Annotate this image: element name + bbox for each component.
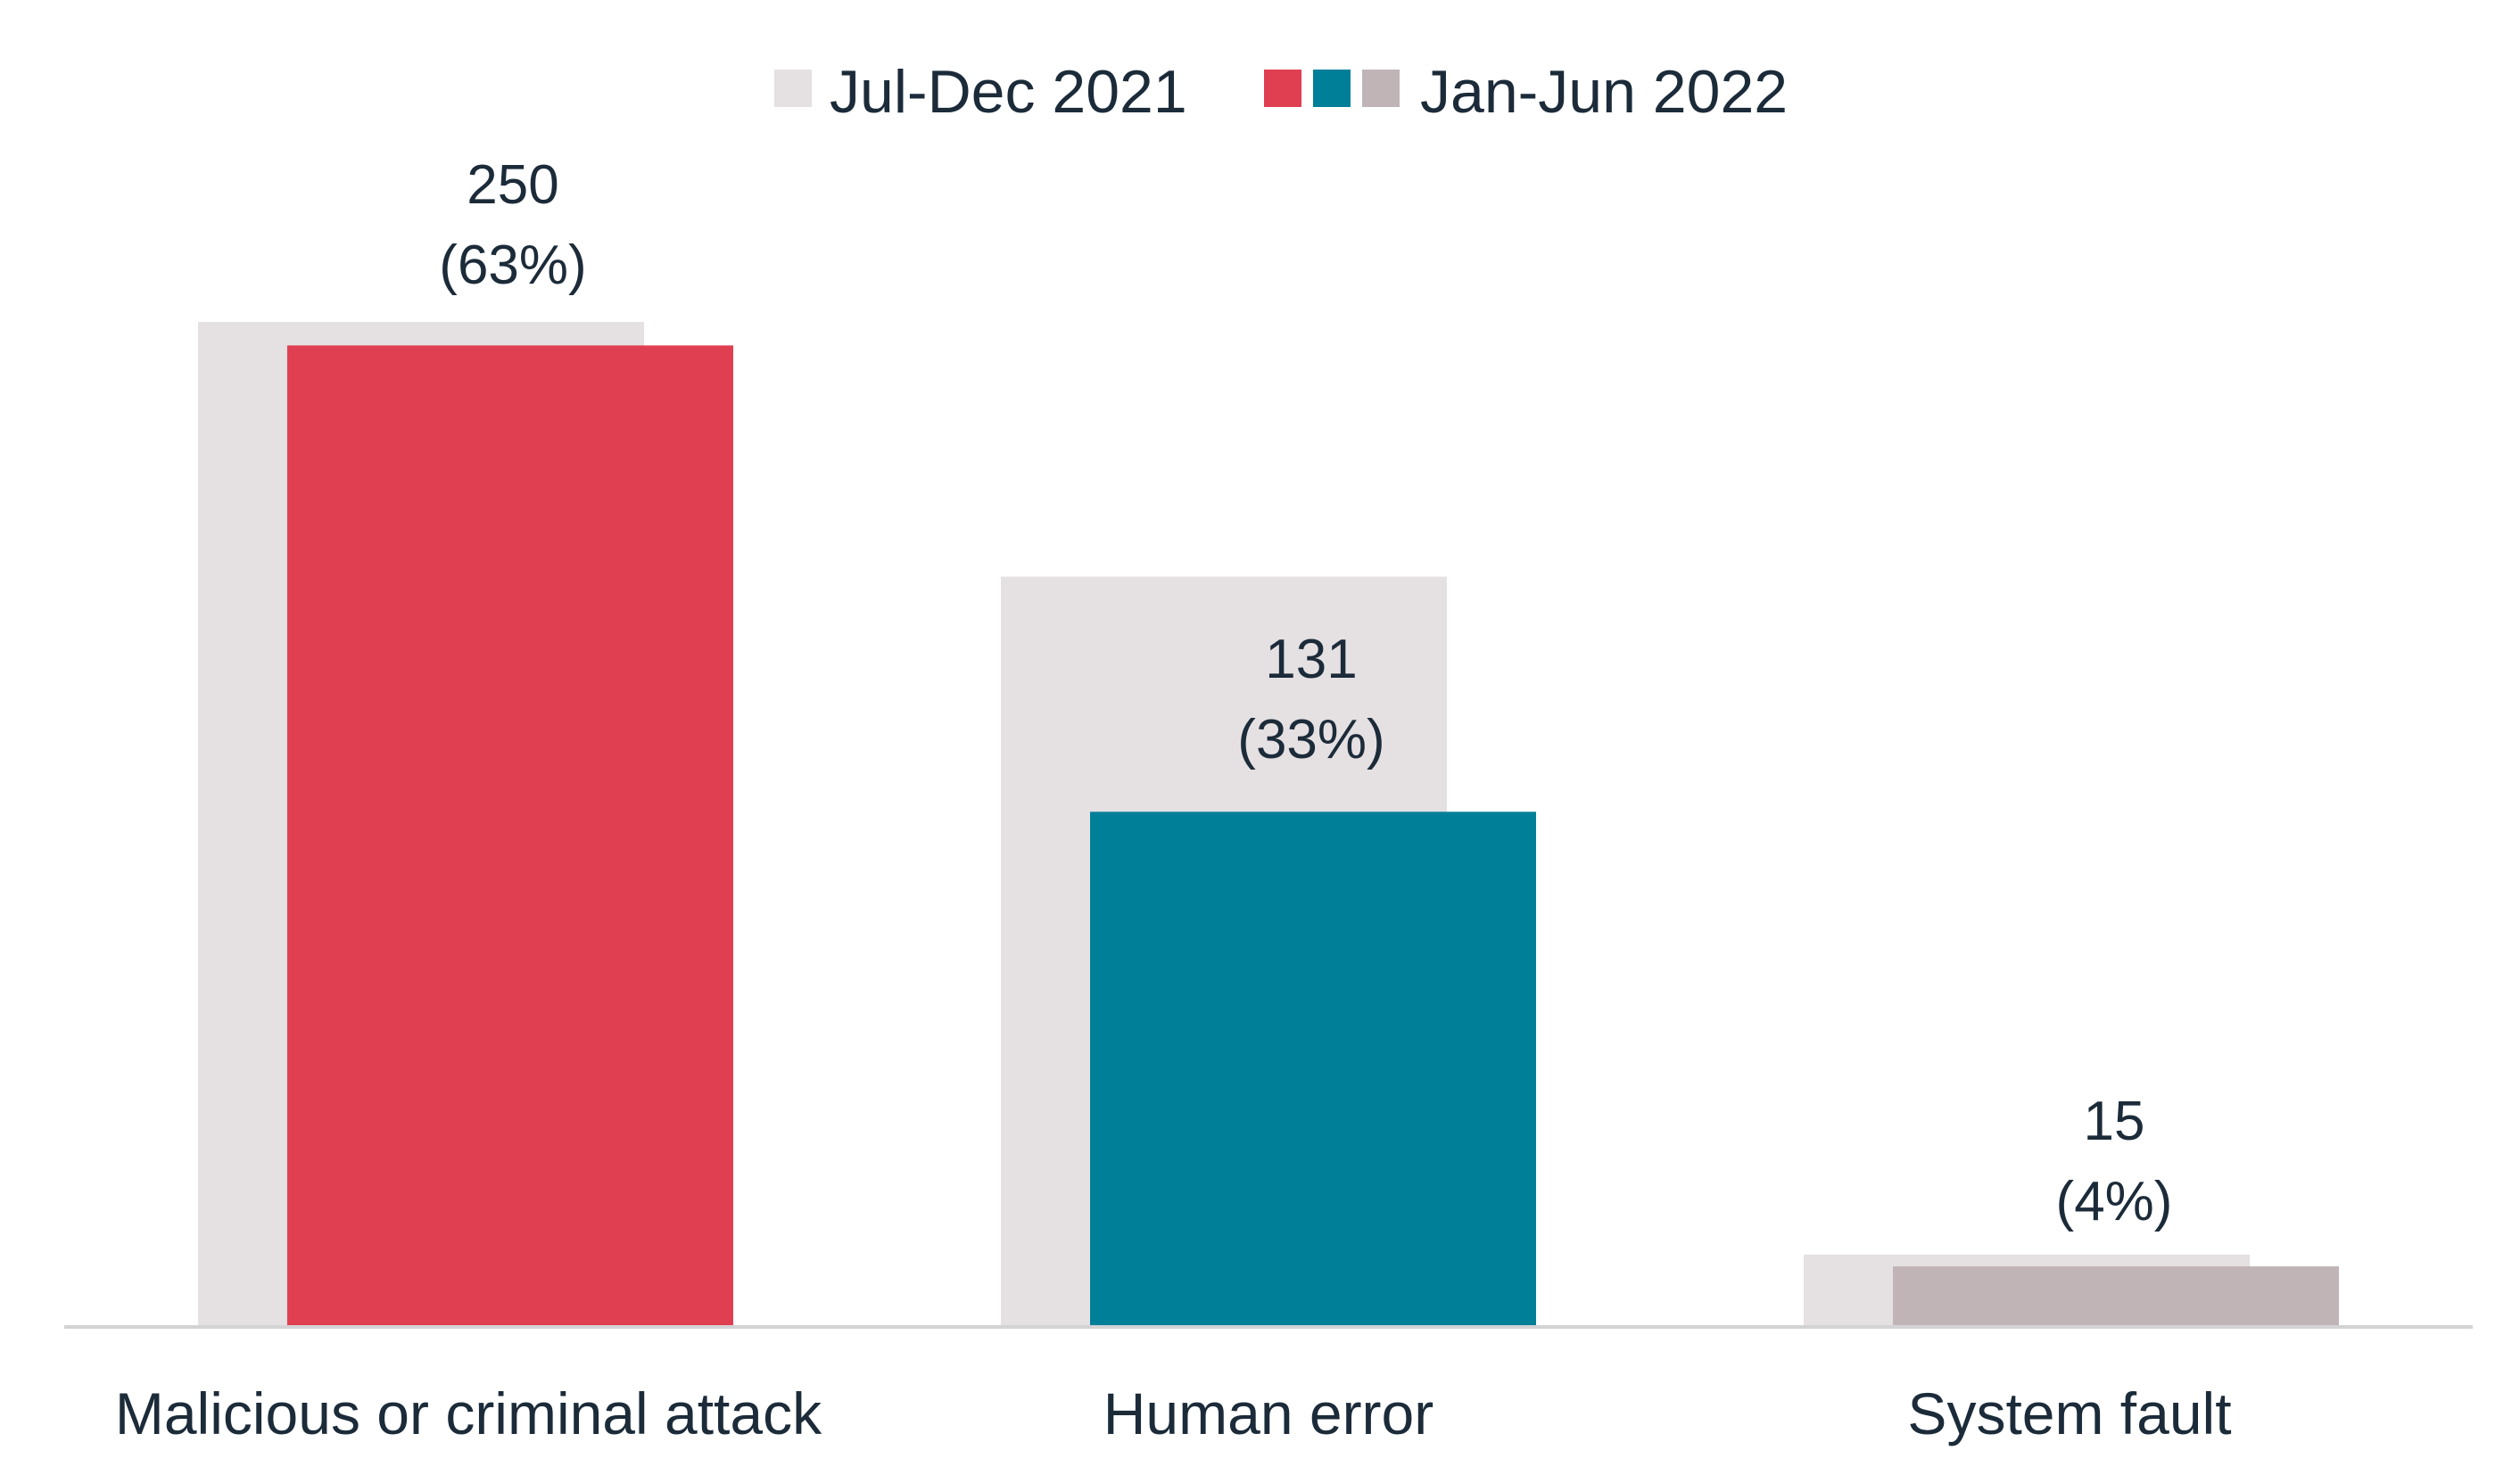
data-label-percent-malicious: (63%)	[439, 235, 586, 296]
legend-swatch-jul-dec-2021	[774, 70, 812, 107]
data-label-value-malicious: 250	[467, 154, 558, 216]
legend-label-jul-dec-2021: Jul-Dec 2021	[830, 58, 1187, 126]
legend-swatch-jan-jun-2022-malicious	[1264, 70, 1301, 107]
data-label-value-system-fault: 15	[2084, 1091, 2145, 1152]
legend-swatch-jan-jun-2022-human	[1313, 70, 1351, 107]
legend-swatch-jan-jun-2022-system	[1362, 70, 1400, 107]
labels-layer: 250 (63%) Malicious or criminal attack 131 (…	[115, 154, 2232, 1446]
bar-jan-jun-2022-malicious	[287, 345, 733, 1325]
category-label-system-fault: System fault	[1907, 1380, 2231, 1446]
bar-jan-jun-2022-system-fault	[1893, 1266, 2339, 1325]
bars-layer	[198, 322, 2339, 1325]
category-label-human-error: Human error	[1103, 1380, 1434, 1446]
legend-label-jan-jun-2022: Jan-Jun 2022	[1420, 58, 1788, 126]
data-label-percent-system-fault: (4%)	[2056, 1171, 2173, 1232]
bar-jan-jun-2022-human-error	[1090, 812, 1536, 1325]
legend: Jul-Dec 2021 Jan-Jun 2022	[774, 58, 1788, 126]
data-label-value-human-error: 131	[1265, 629, 1357, 690]
category-label-malicious: Malicious or criminal attack	[115, 1380, 822, 1446]
data-label-percent-human-error: (33%)	[1237, 709, 1384, 770]
